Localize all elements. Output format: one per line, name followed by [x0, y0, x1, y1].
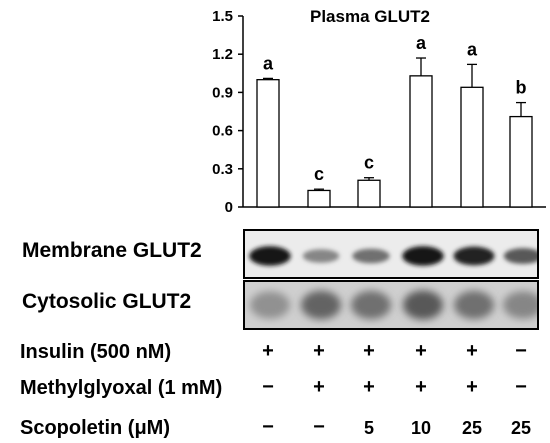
blot-band [351, 290, 391, 320]
bar [307, 189, 331, 208]
y-tick-label: 1.2 [212, 46, 233, 63]
significance-label: a [467, 39, 478, 59]
blot-band [503, 291, 537, 319]
scopoletin-label: Scopoletin (μM) [20, 417, 170, 439]
condition-cell: + [363, 340, 375, 362]
blot-band [453, 246, 495, 266]
blot-band [301, 290, 341, 320]
bar [357, 179, 381, 208]
condition-cell: 5 [363, 418, 374, 438]
condition-cell: − [313, 416, 325, 438]
condition-cell: − [515, 376, 527, 398]
bar [256, 79, 280, 208]
condition-cell: + [363, 376, 375, 398]
cytosolic-blot-panel [243, 280, 539, 330]
condition-cell: − [515, 340, 527, 362]
significance-label: b [516, 78, 527, 98]
cytosolic-blot-image [245, 282, 537, 328]
y-tick-label: 0.9 [212, 84, 233, 101]
blot-band [402, 246, 444, 266]
blot-band [302, 249, 340, 263]
y-tick-label: 0 [225, 199, 233, 216]
condition-cell: 25 [461, 418, 483, 438]
chart-title: Plasma GLUT2 [310, 7, 430, 26]
condition-cell: − [262, 416, 274, 438]
y-tick-label: 1.5 [212, 8, 233, 25]
significance-label: a [263, 53, 274, 73]
y-axis: 0 0.3 0.6 0.9 1.2 1.5 [212, 8, 546, 216]
condition-cell: + [313, 340, 325, 362]
blot-band [503, 248, 537, 264]
methylglyoxal-label: Methylglyoxal (1 mM) [20, 377, 223, 399]
bar [460, 86, 484, 208]
blot-band [454, 290, 494, 320]
condition-cell: + [466, 340, 478, 362]
blot-band [250, 291, 290, 319]
condition-cell: + [415, 376, 427, 398]
significance-label: a [416, 33, 427, 53]
cytosolic-glut2-label: Cytosolic GLUT2 [22, 290, 192, 313]
blot-band [352, 248, 390, 264]
bar-chart: Plasma GLUT2 0 0.3 0.6 0.9 1.2 1.5 a c c a a b [212, 7, 546, 216]
bar [509, 115, 533, 208]
significance-label: c [314, 164, 324, 184]
significance-label: c [364, 153, 374, 173]
y-tick-label: 0.6 [212, 123, 233, 140]
blot-band [249, 246, 291, 266]
insulin-label: Insulin (500 nM) [20, 341, 172, 363]
membrane-glut2-label: Membrane GLUT2 [22, 239, 202, 262]
membrane-blot-image [245, 231, 537, 277]
y-tick-label: 0.3 [212, 161, 233, 178]
condition-cell: + [262, 340, 274, 362]
condition-cell: − [262, 376, 274, 398]
condition-cell: 25 [510, 418, 532, 438]
condition-cell: + [313, 376, 325, 398]
bars-group: a c c a a b [256, 33, 533, 208]
condition-cell: + [415, 340, 427, 362]
condition-cell: 10 [410, 418, 432, 438]
membrane-blot-panel [243, 229, 539, 279]
blot-band [403, 290, 443, 320]
bar [409, 75, 433, 208]
condition-cell: + [466, 376, 478, 398]
